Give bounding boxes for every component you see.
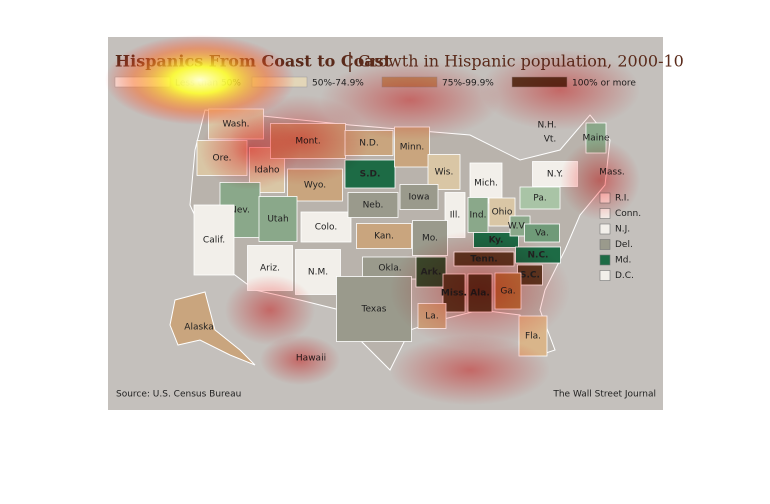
state-label: Nev. [230,206,250,216]
state-label: W.Va. [508,222,533,232]
heatmap-overlay [200,50,640,405]
heat-hotspot [105,35,295,125]
state-label: Neb. [363,201,384,211]
small-state-swatch [599,239,611,250]
state-label: Ind. [470,211,487,221]
heat-spot [560,140,640,220]
heat-spot [225,275,315,345]
heat-spot [260,335,340,385]
state-label: Wyo. [304,181,326,191]
state-label: Ohio [492,208,513,218]
state-label: Mo. [422,234,438,244]
state-label: Minn. [400,143,425,153]
state-shape [258,196,298,242]
state-label: S.D. [360,170,381,180]
heat-spot [480,50,640,130]
small-state-label: N.J. [615,225,630,235]
credit: The Wall Street Journal [552,390,656,400]
heat-spot [390,335,550,405]
state-shape [356,223,412,249]
state-label: Pa. [533,194,546,204]
heat-spot [200,110,300,190]
state-label: Kan. [374,232,394,242]
small-state-label: D.C. [615,271,634,281]
state-label: Iowa [408,193,429,203]
state-label: Wis. [435,168,454,178]
state-shape [469,162,503,204]
heat-spot [320,60,500,140]
state-shape [295,249,341,295]
state-shape [399,184,439,210]
small-state-swatch [599,223,611,235]
state-label: Mich. [474,179,498,189]
state-label: Vt. [544,135,557,145]
state-label: Va. [535,229,549,239]
state-label: Colo. [315,223,338,233]
small-state-label: Md. [615,256,631,266]
state-label: Ill. [450,211,461,221]
heat-spot [390,230,570,350]
state-label: Maine [582,134,609,144]
state-label: N.M. [308,268,328,278]
small-state-swatch [599,254,611,266]
state-label: Alaska [184,323,213,333]
state-shape [427,154,461,190]
state-shape [300,211,352,243]
state-label: Ariz. [260,264,280,274]
state-label: Okla. [378,264,401,274]
state-shape [347,192,399,218]
state-shape [193,204,235,276]
state-label: Calif. [203,236,225,246]
source: Source: U.S. Census Bureau [116,390,241,400]
state-label: N.Y. [547,170,563,180]
state-label: Utah [267,215,288,225]
small-state-swatch [599,270,611,281]
state-shape [519,186,561,210]
state-label: Texas [361,305,387,315]
small-state-label: Del. [615,240,633,250]
alaska-shape [169,291,256,366]
small-state-label: Conn. [615,209,641,219]
state-shape [524,223,560,243]
